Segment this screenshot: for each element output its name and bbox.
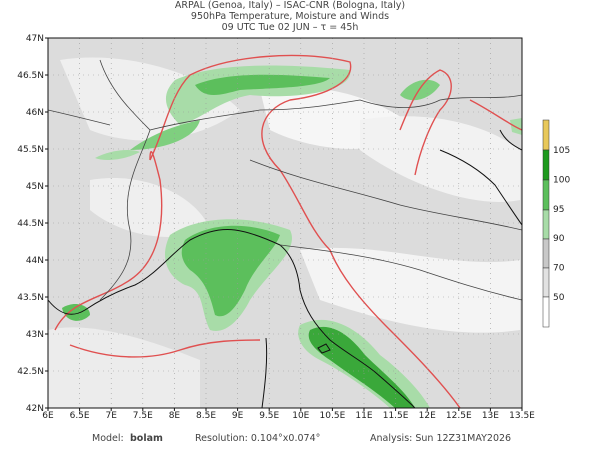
- lat-tick-label: 44.5N: [17, 219, 44, 229]
- lat-tick-label: 46.5N: [17, 71, 44, 81]
- lon-tick-label: 7E: [105, 411, 117, 421]
- header-line: ARPAL (Genoa, Italy) – ISAC-CNR (Bologna…: [175, 0, 405, 11]
- lon-tick-label: 12E: [419, 411, 436, 421]
- lon-tick-label: 11E: [355, 411, 372, 421]
- lat-tick-label: 45N: [26, 182, 44, 192]
- lon-tick-label: 7.5E: [133, 411, 153, 421]
- lon-tick-label: 13.5E: [509, 411, 535, 421]
- lon-tick-label: 6.5E: [70, 411, 90, 421]
- lat-tick-label: 44N: [26, 256, 44, 266]
- lon-tick-label: 6E: [42, 411, 54, 421]
- colorbar-label: 100: [553, 175, 570, 185]
- colorbar-label: 90: [553, 234, 565, 244]
- colorbar-label: 95: [553, 205, 564, 215]
- footer-resolution: Resolution: 0.104°x0.074°: [195, 433, 320, 444]
- lon-tick-label: 12.5E: [446, 411, 472, 421]
- colorbar-label: 50: [553, 293, 565, 303]
- header-line: 09 UTC Tue 02 JUN – τ = 45h: [222, 22, 359, 33]
- lon-tick-label: 8E: [169, 411, 181, 421]
- colorbar: [542, 119, 550, 328]
- lat-tick-label: 43N: [26, 330, 44, 340]
- lon-tick-label: 9E: [232, 411, 244, 421]
- lat-tick-label: 47N: [26, 34, 44, 44]
- footer-model: bolam: [130, 433, 163, 444]
- footer-model-label: Model:: [92, 433, 124, 444]
- map-field: [47, 37, 523, 409]
- lat-tick-label: 42N: [26, 404, 44, 414]
- lat-tick-label: 45.5N: [17, 145, 44, 155]
- lon-tick-label: 10E: [292, 411, 309, 421]
- lon-tick-label: 13E: [482, 411, 499, 421]
- lat-tick-label: 43.5N: [17, 293, 44, 303]
- colorbar-label: 105: [553, 146, 570, 156]
- lon-tick-label: 11.5E: [383, 411, 409, 421]
- lat-tick-label: 42.5N: [17, 367, 44, 377]
- lon-tick-label: 10.5E: [320, 411, 346, 421]
- footer-analysis: Analysis: Sun 12Z31MAY2026: [370, 433, 511, 444]
- lat-tick-label: 46N: [26, 108, 44, 118]
- lon-tick-label: 8.5E: [196, 411, 216, 421]
- colorbar-label: 70: [553, 264, 565, 274]
- lon-tick-label: 9.5E: [259, 411, 279, 421]
- header-line: 950hPa Temperature, Moisture and Winds: [191, 11, 389, 22]
